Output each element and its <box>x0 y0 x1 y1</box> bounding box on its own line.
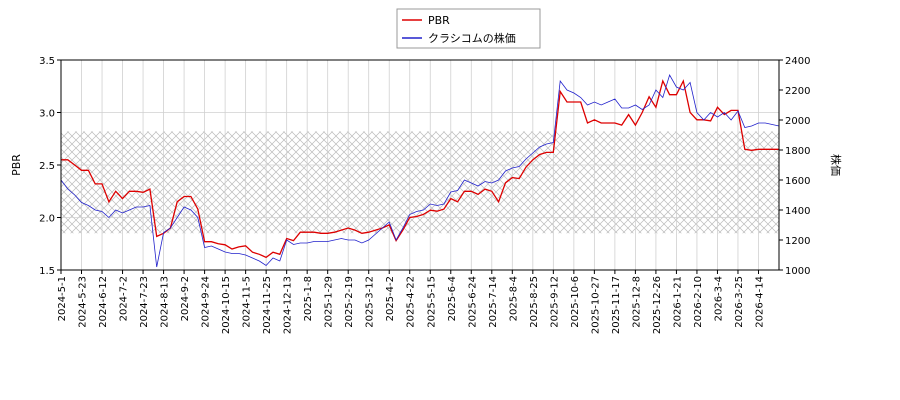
x-tick-label: 2025-4-2 <box>385 276 396 321</box>
y2-tick-label: 1400 <box>785 206 810 217</box>
plot-frame <box>60 59 780 271</box>
series-line <box>60 73 780 268</box>
y2-tick-label: 1800 <box>785 146 810 157</box>
x-tick-label: 2025-5-15 <box>426 276 437 328</box>
x-tick-label: 2025-3-12 <box>365 276 376 328</box>
x-tick-label: 2025-10-27 <box>590 276 601 334</box>
x-tick-label: 2024-10-15 <box>221 276 232 334</box>
x-tick-label: 2025-12-26 <box>652 276 663 334</box>
x-tick-label: 2025-6-24 <box>467 276 478 328</box>
y2-tick-label: 1200 <box>785 236 810 247</box>
y2-tick-label: 1000 <box>785 266 810 277</box>
x-tick-label: 2025-6-4 <box>447 276 458 321</box>
legend-box <box>396 8 541 49</box>
x-tick-label: 2024-12-13 <box>283 276 294 334</box>
x-tick-label: 2024-5-23 <box>78 276 89 328</box>
x-tick-label: 2024-9-2 <box>180 276 191 321</box>
legend-label: クラシコムの株価 <box>428 31 516 45</box>
legend-label: PBR <box>428 14 450 27</box>
y2-tick-label: 1600 <box>785 176 810 187</box>
x-tick-label: 2026-2-10 <box>693 276 704 328</box>
y2-tick-label: 2200 <box>785 86 810 97</box>
x-tick-label: 2026-4-14 <box>754 276 765 328</box>
x-tick-label: 2026-3-4 <box>713 276 724 321</box>
x-tick-label: 2025-9-12 <box>549 276 560 328</box>
x-tick-label: 2024-7-23 <box>139 276 150 328</box>
x-tick-label: 2025-1-8 <box>303 276 314 321</box>
x-tick-label: 2025-11-17 <box>611 276 622 334</box>
y2-axis-label: 株価 <box>829 154 843 176</box>
hatched-band <box>61 131 779 234</box>
x-tick-label: 2025-12-8 <box>631 276 642 328</box>
x-tick-label: 2025-8-25 <box>529 276 540 328</box>
x-tick-label: 2024-7-2 <box>119 276 130 321</box>
x-tick-label: 2025-7-14 <box>488 276 499 328</box>
x-tick-label: 2026-1-21 <box>672 276 683 328</box>
y2-tick-label: 2400 <box>785 56 810 67</box>
y-axis-label: PBR <box>10 154 23 176</box>
x-tick-label: 2024-5-1 <box>57 276 68 321</box>
x-tick-label: 2024-6-12 <box>98 276 109 328</box>
y-tick-label: 3.5 <box>39 56 55 67</box>
y-tick-label: 2.5 <box>39 161 55 172</box>
x-tick-label: 2025-8-4 <box>508 276 519 321</box>
x-tick-label: 2025-2-19 <box>344 276 355 328</box>
x-tick-label: 2024-11-5 <box>242 276 253 328</box>
x-tick-label: 2024-8-13 <box>160 276 171 328</box>
y-tick-label: 2.0 <box>39 214 55 225</box>
y-tick-label: 1.5 <box>39 266 55 277</box>
x-tick-label: 2024-11-25 <box>262 276 273 334</box>
x-tick-label: 2025-4-22 <box>406 276 417 328</box>
x-tick-label: 2024-9-24 <box>201 276 212 328</box>
x-tick-label: 2026-3-25 <box>734 276 745 328</box>
y-tick-label: 3.0 <box>39 109 55 120</box>
x-tick-label: 2025-1-29 <box>324 276 335 328</box>
x-tick-label: 2025-10-6 <box>570 276 581 328</box>
plot-layer: 1.5 2.0 2.5 3.0 3.5 1000 1200 1400 1600 1800 2000 2… <box>39 8 810 334</box>
y2-tick-label: 2000 <box>785 116 810 127</box>
